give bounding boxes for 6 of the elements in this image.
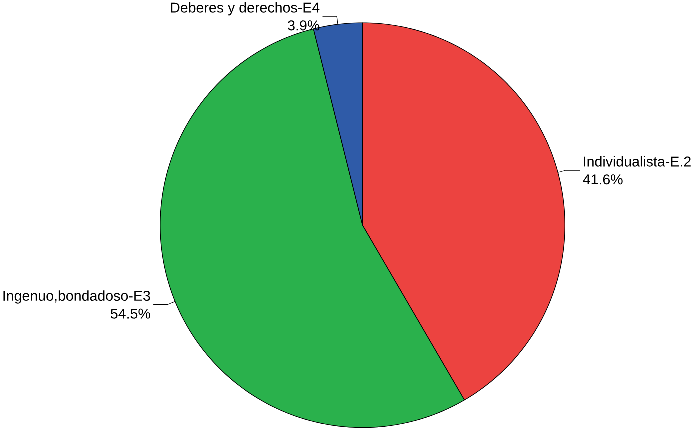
slice-label: Individualista-E.2 bbox=[584, 156, 691, 167]
data-label: 41.6% bbox=[583, 174, 623, 185]
data-label: 3.9% bbox=[288, 20, 320, 31]
slice-label: Ingenuo,bondadoso-E3 bbox=[4, 290, 150, 304]
slice-label: Deberes y derechos-E4 bbox=[171, 2, 320, 16]
data-label: 54.5% bbox=[111, 308, 150, 319]
